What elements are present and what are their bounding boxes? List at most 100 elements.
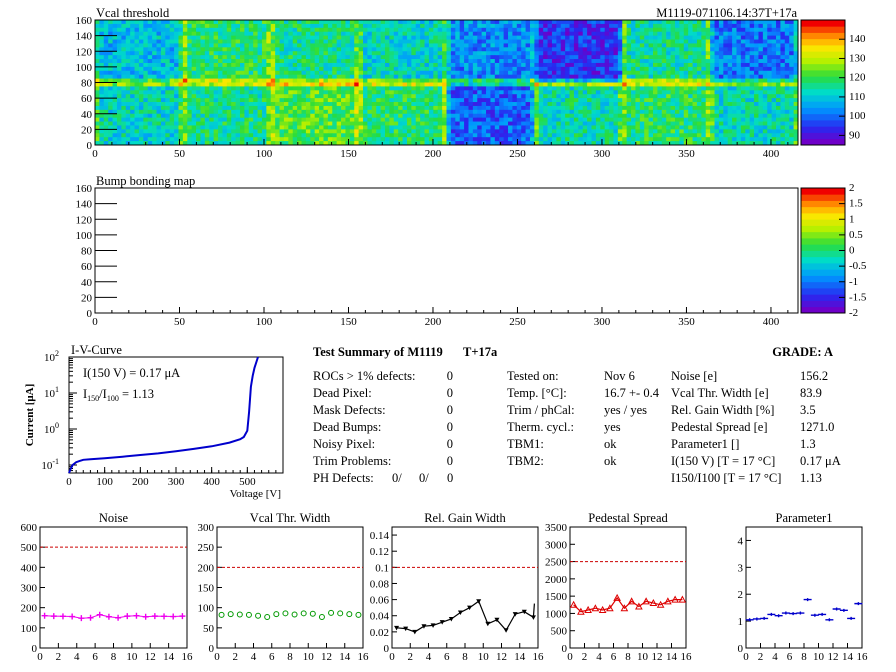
pixel-block — [292, 66, 298, 72]
pixel-block — [152, 102, 157, 107]
pixel-block — [235, 66, 241, 72]
pixel-block — [305, 59, 311, 64]
pixel-block — [138, 78, 144, 83]
pixel-block — [380, 133, 386, 138]
pixel-block — [635, 90, 641, 95]
pixel-block — [354, 55, 360, 60]
pixel-block — [631, 20, 636, 25]
pixel-block — [732, 113, 737, 119]
pixel-block — [257, 27, 263, 33]
pixel-block — [604, 94, 610, 99]
pixel-block — [626, 43, 632, 48]
pixel-block — [683, 117, 689, 122]
pixel-block — [714, 109, 720, 115]
pixel-block — [415, 121, 421, 126]
pixel-block — [688, 133, 693, 138]
pixel-block — [626, 90, 632, 95]
pixel-block — [209, 133, 215, 138]
pixel-block — [569, 39, 575, 44]
pixel-block — [319, 66, 324, 72]
pixel-block — [762, 20, 768, 25]
pixel-block — [529, 105, 535, 111]
pixel-block — [222, 121, 228, 126]
pixel-block — [314, 23, 320, 29]
pixel-block — [516, 55, 522, 60]
pixel-block — [424, 31, 430, 37]
pixel-block — [538, 117, 544, 122]
pixel-block — [218, 102, 223, 107]
pixel-block — [305, 125, 311, 130]
pixel-block — [301, 137, 307, 142]
pixel-block — [754, 74, 759, 79]
pixel-block — [275, 86, 280, 91]
pixel-block — [182, 125, 188, 130]
pixel-block — [776, 102, 781, 107]
pixel-block — [134, 86, 140, 91]
pixel-block — [182, 98, 188, 103]
pixel-block — [257, 102, 263, 107]
pixel-block — [182, 47, 188, 52]
pixel-block — [371, 133, 377, 138]
pixel-block — [314, 55, 320, 60]
pixel-block — [424, 51, 430, 56]
pixel-block — [209, 94, 215, 99]
pixel-block — [648, 31, 654, 37]
pixel-block — [551, 94, 557, 99]
pixel-block — [793, 109, 799, 115]
pixel-block — [384, 86, 390, 91]
pixel-block — [200, 66, 206, 72]
pixel-block — [292, 94, 298, 99]
pixel-block — [244, 70, 250, 76]
pixel-block — [714, 51, 720, 56]
pixel-block — [218, 82, 223, 87]
pixel-block — [780, 31, 786, 37]
pixel-block — [644, 113, 650, 119]
pixel-block — [310, 129, 316, 134]
pixel-block — [661, 70, 667, 76]
pixel-block — [305, 90, 311, 95]
pixel-block — [209, 105, 215, 111]
pixel-block — [341, 102, 346, 107]
pixel-block — [565, 98, 570, 103]
pixel-block — [99, 70, 105, 76]
pixel-block — [767, 39, 773, 44]
pixel-block — [661, 105, 667, 111]
pixel-block — [508, 70, 513, 76]
pixel-block — [327, 55, 333, 60]
pixel-block — [226, 20, 232, 25]
pixel-block — [121, 55, 127, 60]
pixel-block — [420, 113, 425, 119]
pixel-block — [578, 59, 584, 64]
pixel-block — [384, 105, 390, 111]
pixel-block — [239, 141, 245, 146]
pixel-block — [341, 39, 346, 44]
pixel-block — [696, 27, 702, 33]
pixel-block — [270, 70, 276, 76]
pixel-block — [604, 90, 610, 95]
pixel-block — [376, 35, 381, 40]
pixel-block — [354, 98, 360, 103]
pixel-block — [248, 109, 254, 115]
pixel-block — [525, 141, 531, 146]
pixel-block — [384, 51, 390, 56]
pixel-block — [257, 109, 263, 115]
pixel-block — [332, 82, 338, 87]
pixel-block — [578, 90, 584, 95]
pixel-block — [393, 31, 399, 37]
pixel-block — [371, 82, 377, 87]
pixel-block — [705, 117, 711, 122]
pixel-block — [688, 117, 693, 122]
pixel-block — [239, 62, 245, 68]
pixel-block — [512, 39, 518, 44]
pixel-block — [108, 66, 113, 72]
pixel-block — [776, 105, 781, 111]
pixel-block — [380, 35, 386, 40]
pixel-block — [508, 59, 513, 64]
pixel-block — [196, 59, 201, 64]
pixel-block — [718, 31, 724, 37]
pixel-block — [622, 43, 628, 48]
pixel-block — [679, 86, 685, 91]
pixel-block — [560, 94, 566, 99]
pixel-block — [398, 27, 403, 33]
pixel-block — [134, 74, 140, 79]
